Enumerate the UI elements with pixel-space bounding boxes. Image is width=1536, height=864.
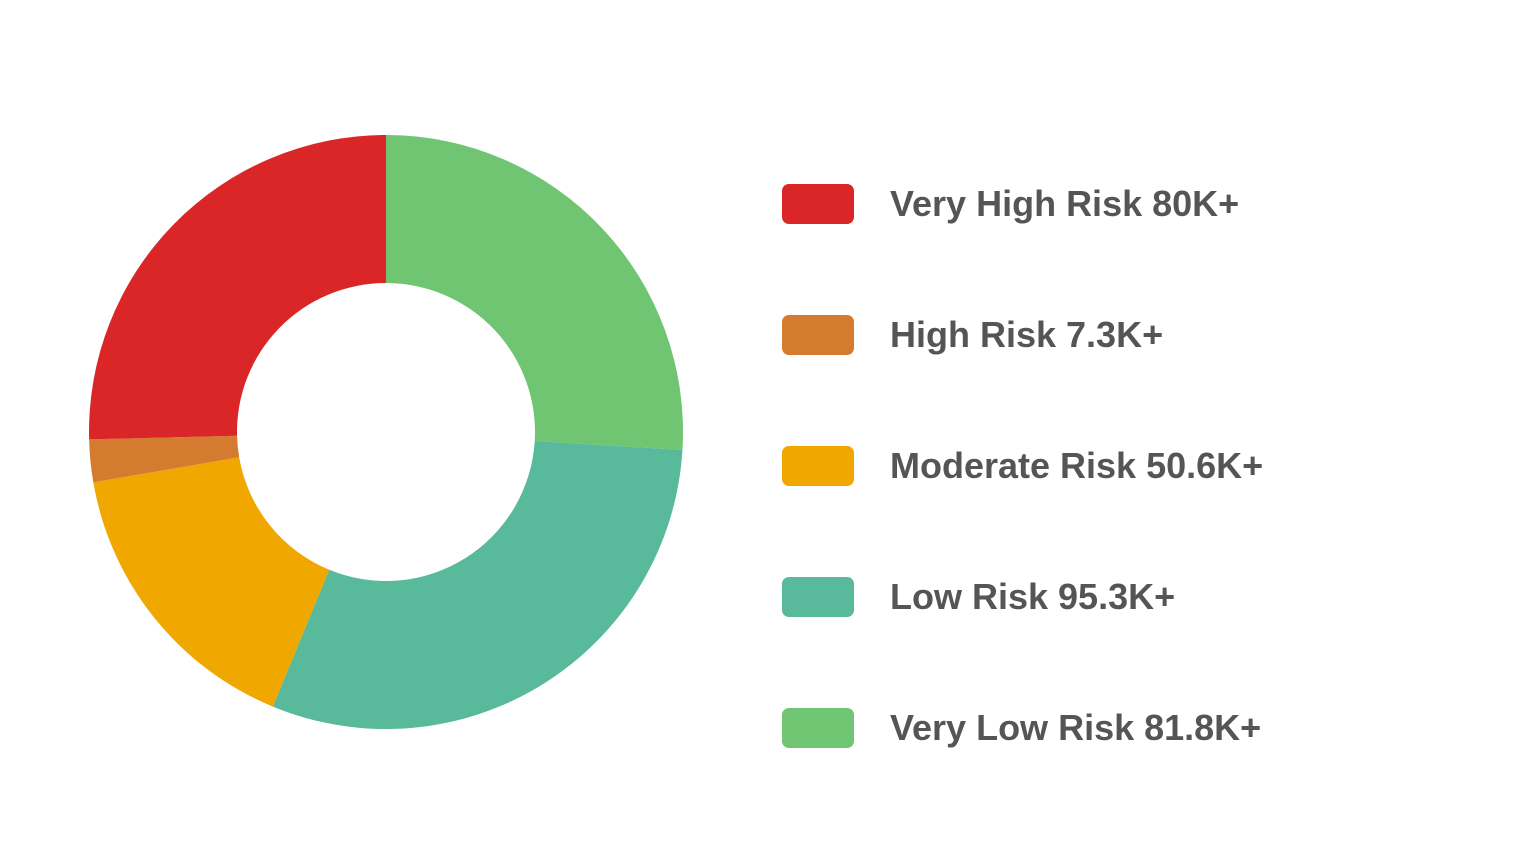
legend-item-low-risk: Low Risk 95.3K+ <box>782 531 1482 662</box>
legend-label: Moderate Risk 50.6K+ <box>890 444 1264 486</box>
legend-swatch <box>782 445 854 486</box>
legend: Very High Risk 80K+ High Risk 7.3K+ Mode… <box>782 138 1482 793</box>
donut-slice-very-high-risk-k <box>89 135 386 440</box>
legend-label: Very Low Risk 81.8K+ <box>890 706 1262 748</box>
donut-slice-high-risk-k <box>89 435 240 483</box>
donut-slice-low-risk-k <box>272 441 683 729</box>
legend-label: Low Risk 95.3K+ <box>890 575 1176 617</box>
legend-swatch <box>782 314 854 355</box>
donut-svg <box>89 135 684 729</box>
legend-item-moderate-risk: Moderate Risk 50.6K+ <box>782 400 1482 531</box>
legend-label: High Risk 7.3K+ <box>890 313 1164 355</box>
legend-item-very-high-risk: Very High Risk 80K+ <box>782 138 1482 269</box>
legend-item-very-low-risk: Very Low Risk 81.8K+ <box>782 662 1482 793</box>
legend-swatch <box>782 707 854 748</box>
legend-swatch <box>782 576 854 617</box>
donut-slice-moderate-risk-k <box>93 457 330 707</box>
legend-label: Very High Risk 80K+ <box>890 182 1240 224</box>
legend-item-high-risk: High Risk 7.3K+ <box>782 269 1482 400</box>
legend-swatch <box>782 183 854 224</box>
donut-slice-very-low-risk-k <box>386 135 684 451</box>
